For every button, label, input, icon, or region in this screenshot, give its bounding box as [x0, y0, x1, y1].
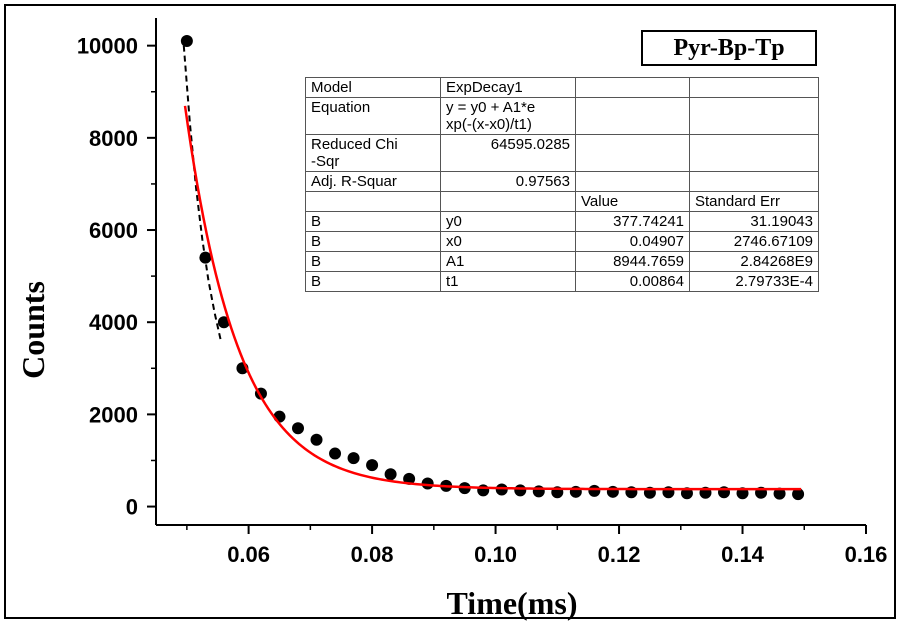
raw-decay-line [182, 45, 222, 341]
fit-table-cell: Reduced Chi -Sqr [305, 134, 441, 172]
fit-table-row: Adj. R-Squar 0.97563 [305, 171, 819, 192]
data-point [514, 484, 527, 497]
fit-lines [182, 45, 802, 491]
data-point [347, 452, 360, 465]
fit-table-cell: Adj. R-Squar [305, 171, 441, 192]
x-tick-label: 0.08 [351, 542, 394, 567]
data-point [329, 447, 342, 460]
y-tick-label: 6000 [89, 218, 138, 243]
fit-table-cell [575, 134, 690, 172]
fit-table-cell: B [305, 271, 441, 292]
fit-table-cell: ExpDecay1 [440, 77, 576, 98]
data-point [606, 485, 619, 498]
fit-table-cell: 0.04907 [575, 231, 690, 252]
data-point [532, 485, 545, 498]
data-point [292, 422, 304, 435]
fit-table-cell: 377.74241 [575, 211, 690, 232]
fit-table-cell [689, 97, 819, 135]
y-tick-label: 0 [126, 495, 138, 520]
fit-table-cell: y0 [440, 211, 576, 232]
fit-table-cell [440, 191, 576, 212]
fit-table-cell [689, 134, 819, 172]
data-point [588, 484, 601, 497]
fit-table-row: Reduced Chi -Sqr 64595.0285 [305, 134, 819, 172]
data-point [384, 468, 397, 481]
fit-table-cell [689, 77, 819, 98]
y-tick-label: 10000 [77, 34, 138, 59]
fit-table-cell: t1 [440, 271, 576, 292]
fit-table-cell [575, 171, 690, 192]
y-tick-label: 2000 [89, 402, 138, 427]
fit-table-cell [305, 191, 441, 212]
fit-table-cell: 0.97563 [440, 171, 576, 192]
fit-table-row: Equation y = y0 + A1*e xp(-(x-x0)/t1) [305, 97, 819, 135]
data-point [180, 35, 193, 48]
data-point [792, 488, 805, 501]
fit-table-cell: 2.79733E-4 [689, 271, 819, 292]
legend-label: Pyr-Bp-Tp [673, 34, 785, 61]
fit-table-cell: B [305, 211, 441, 232]
fit-table-cell: 64595.0285 [440, 134, 576, 172]
fit-table-cell [689, 171, 819, 192]
fit-table-cell: Standard Err [689, 191, 819, 212]
data-point [495, 483, 508, 496]
fit-table-cell: y = y0 + A1*e xp(-(x-x0)/t1) [440, 97, 576, 135]
fit-table-cell [575, 77, 690, 98]
x-tick-label: 0.14 [721, 542, 765, 567]
fit-table-cell: x0 [440, 231, 576, 252]
x-axis-label: Time(ms) [447, 585, 578, 621]
fit-curve [183, 105, 802, 491]
y-tick-label: 8000 [89, 126, 138, 151]
data-point [217, 316, 230, 329]
data-point [569, 485, 582, 498]
x-tick-label: 0.16 [845, 542, 888, 567]
x-tick-label: 0.10 [474, 542, 517, 567]
fit-table-cell: Value [575, 191, 690, 212]
fit-table-row: Value Standard Err [305, 191, 819, 212]
data-point [477, 484, 490, 497]
fit-table-cell: Model [305, 77, 441, 98]
x-tick-label: 0.12 [598, 542, 641, 567]
fit-table-cell: 2.84268E9 [689, 251, 819, 272]
fit-table-cell: B [305, 251, 441, 272]
fit-table-cell: 8944.7659 [575, 251, 690, 272]
fit-table-cell: 31.19043 [689, 211, 819, 232]
fit-table-cell: 0.00864 [575, 271, 690, 292]
fit-table-cell: 2746.67109 [689, 231, 819, 252]
fit-table-cell: B [305, 231, 441, 252]
y-tick-label: 4000 [89, 310, 138, 335]
x-tick-label: 0.06 [227, 542, 270, 567]
data-point [310, 433, 323, 446]
y-axis-label: Counts [15, 281, 51, 379]
legend: Pyr-Bp-Tp [641, 30, 817, 66]
fit-table-cell [575, 97, 690, 135]
fit-table-cell: Equation [305, 97, 441, 135]
fit-results-table: Model ExpDecay1 Equation y = y0 + A1*e xp(-(… [305, 77, 819, 292]
data-point [773, 487, 786, 500]
ticks: 0.06 0.08 0.10 0.12 0.14 0.16 0 2000 4000 6000 800… [77, 34, 888, 567]
fit-table-cell: A1 [440, 251, 576, 272]
fit-table-row: B A1 8944.7659 2.84268E9 [305, 251, 819, 272]
axes [155, 18, 866, 526]
fit-table-row: Model ExpDecay1 [305, 77, 819, 98]
data-point [366, 459, 379, 472]
